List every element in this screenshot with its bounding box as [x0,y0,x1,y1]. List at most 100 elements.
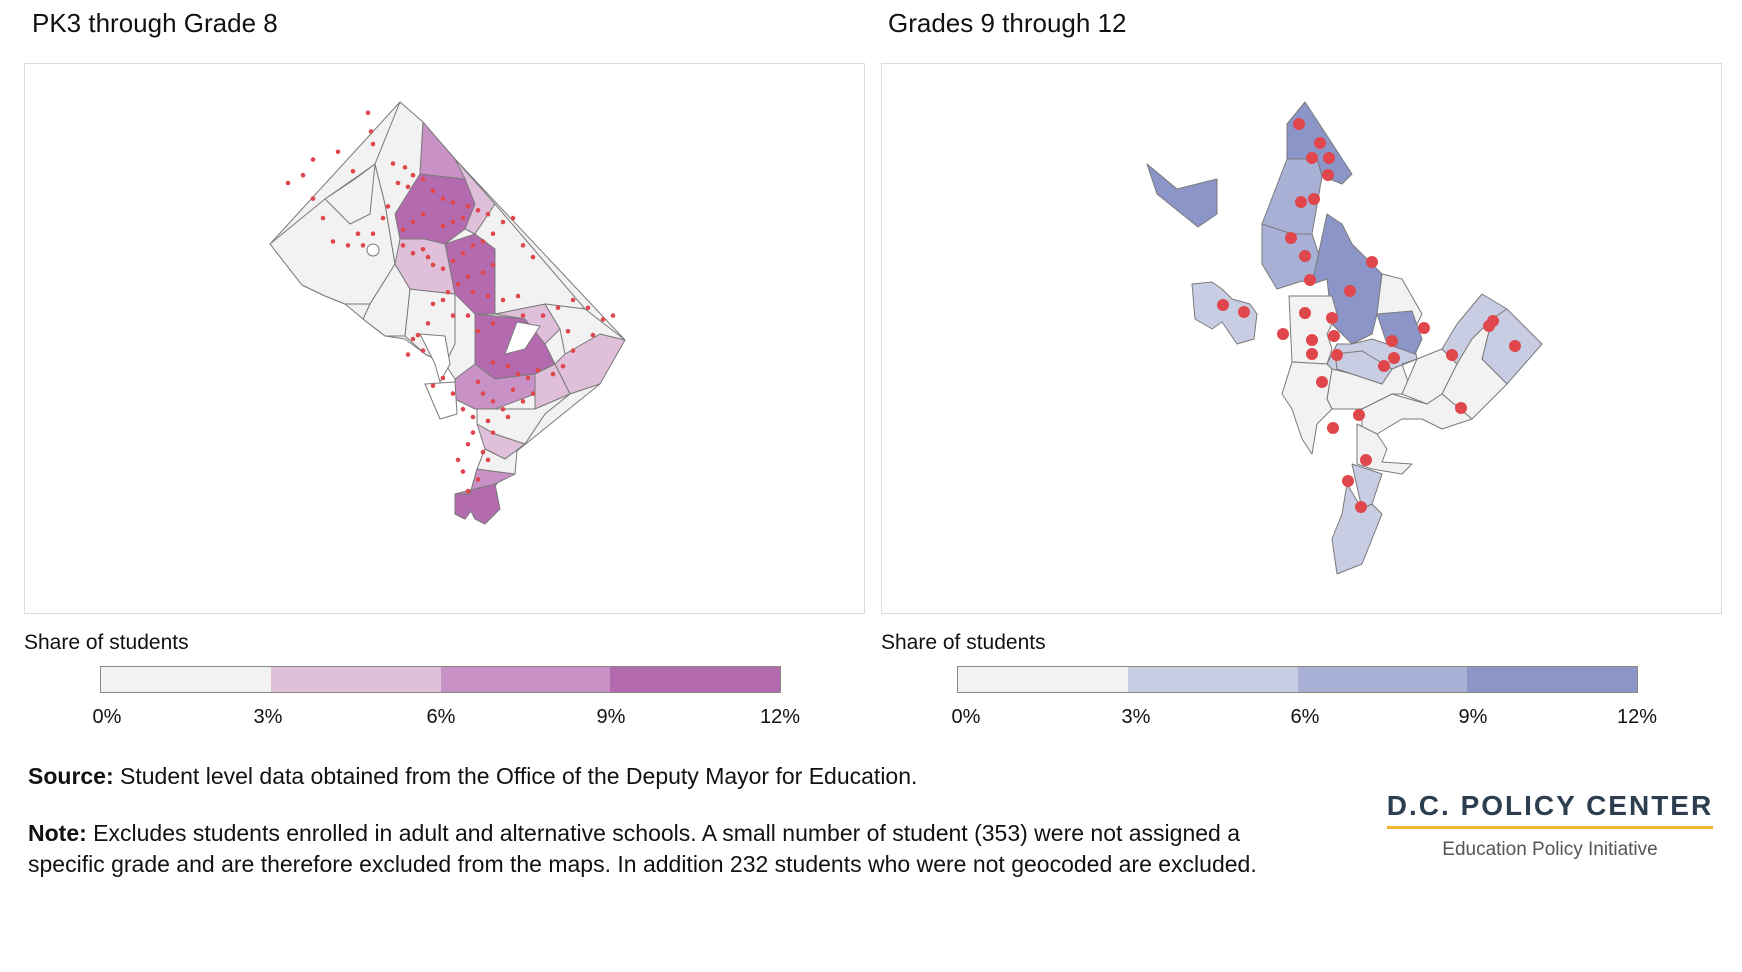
left-tract [394,238,456,295]
left-school-dot [360,243,366,248]
right-color-legend [957,666,1638,693]
left-school-dot [445,289,451,295]
left-school-dot [475,328,481,334]
left-school-dot [455,457,461,463]
left-map-title: PK3 through Grade 8 [32,8,278,38]
left-school-dot [460,469,466,474]
left-school-dot [565,328,571,334]
source-text: Student level data obtained from the Off… [113,763,918,789]
left-tract [476,383,601,475]
left-school-dot [500,406,506,412]
left-school-dot [475,208,481,213]
left-school-dot [410,172,416,178]
left-school-dot [460,250,466,256]
left-school-dot [515,293,521,299]
right-school-dot [1446,349,1458,361]
left-school-dot [510,387,516,393]
right-school-dot [1306,348,1318,360]
right-map-svg [1146,101,1543,575]
right-school-dot [1483,320,1495,332]
left-school-dot [450,200,456,205]
left-school-dot [500,297,506,303]
logo-subtitle: Education Policy Initiative [1442,839,1658,860]
right-school-dot [1295,196,1307,208]
left-school-dot [390,161,396,166]
right-school-dot [1299,250,1311,262]
left-school-dot [600,317,606,322]
left-school-dot [560,364,566,369]
left-tract [454,483,501,525]
left-river-gap [424,381,458,420]
right-school-dot [1418,322,1430,334]
left-legend-swatch [610,667,780,692]
right-school-dot [1360,454,1372,466]
left-school-dot [570,348,576,354]
left-color-legend [100,666,781,693]
left-school-dot [520,313,526,318]
left-school-dot [470,430,476,435]
left-school-dot [450,219,456,225]
left-school-dot [490,321,496,326]
left-school-dot [350,169,356,174]
left-school-dot [470,243,476,248]
left-school-dot [485,293,491,299]
right-ward [1191,281,1258,345]
left-school-dot [610,313,616,318]
left-school-dot [530,391,536,396]
right-school-dot [1355,501,1367,513]
left-school-dot [370,231,376,236]
left-school-dot [490,262,496,268]
left-school-dot [335,149,341,155]
left-school-dot [480,391,486,396]
left-school-dot [485,418,491,424]
right-school-dot [1217,299,1229,311]
left-school-dot [430,383,436,389]
left-school-dot [520,243,526,248]
left-school-dot [590,332,596,338]
left-school-dot [410,336,416,342]
left-school-dot [355,231,361,236]
right-school-dot [1316,376,1328,388]
left-tract [474,203,586,315]
left-legend-tick: 6% [426,706,456,728]
left-school-dot [440,223,446,229]
left-school-dot [460,215,466,221]
dc-policy-center-logo: D.C. POLICY CENTER Education Policy Init… [1385,790,1715,861]
right-school-dot [1308,193,1320,205]
left-school-dot [425,254,431,260]
left-tract [324,163,376,225]
left-school-dot [490,430,496,435]
left-legend-tick: 12% [759,706,801,728]
left-school-dot [420,348,426,354]
left-school-dot [470,414,476,420]
logo-name: D.C. POLICY CENTER [1386,790,1714,829]
left-river-gap [419,333,451,383]
left-school-dot [485,211,491,217]
left-school-dot [530,254,536,260]
right-school-dot [1327,422,1339,434]
left-school-dot [400,243,406,248]
right-school-dot [1299,307,1311,319]
right-school-dot [1328,330,1340,342]
left-school-dot [520,399,526,404]
right-school-dot [1306,334,1318,346]
left-tract [544,303,626,355]
left-school-dot [485,457,491,463]
left-school-dot [440,196,446,201]
left-school-dot [500,219,506,225]
left-school-dot [425,321,431,326]
left-school-dot [365,110,371,116]
left-school-dot [460,406,466,412]
left-legend-tick: 9% [596,706,626,728]
left-school-dot [475,379,481,385]
left-school-dot [430,188,436,194]
left-school-dot [440,266,446,272]
right-legend-tick: 0% [951,706,981,728]
left-school-dot [420,247,426,252]
left-school-dot [515,371,521,377]
footnote: Note: Excludes students enrolled in adul… [28,818,1288,880]
left-school-dot [465,442,471,447]
right-ward [1281,361,1333,455]
right-school-dot [1386,335,1398,347]
left-map-svg [269,101,626,525]
